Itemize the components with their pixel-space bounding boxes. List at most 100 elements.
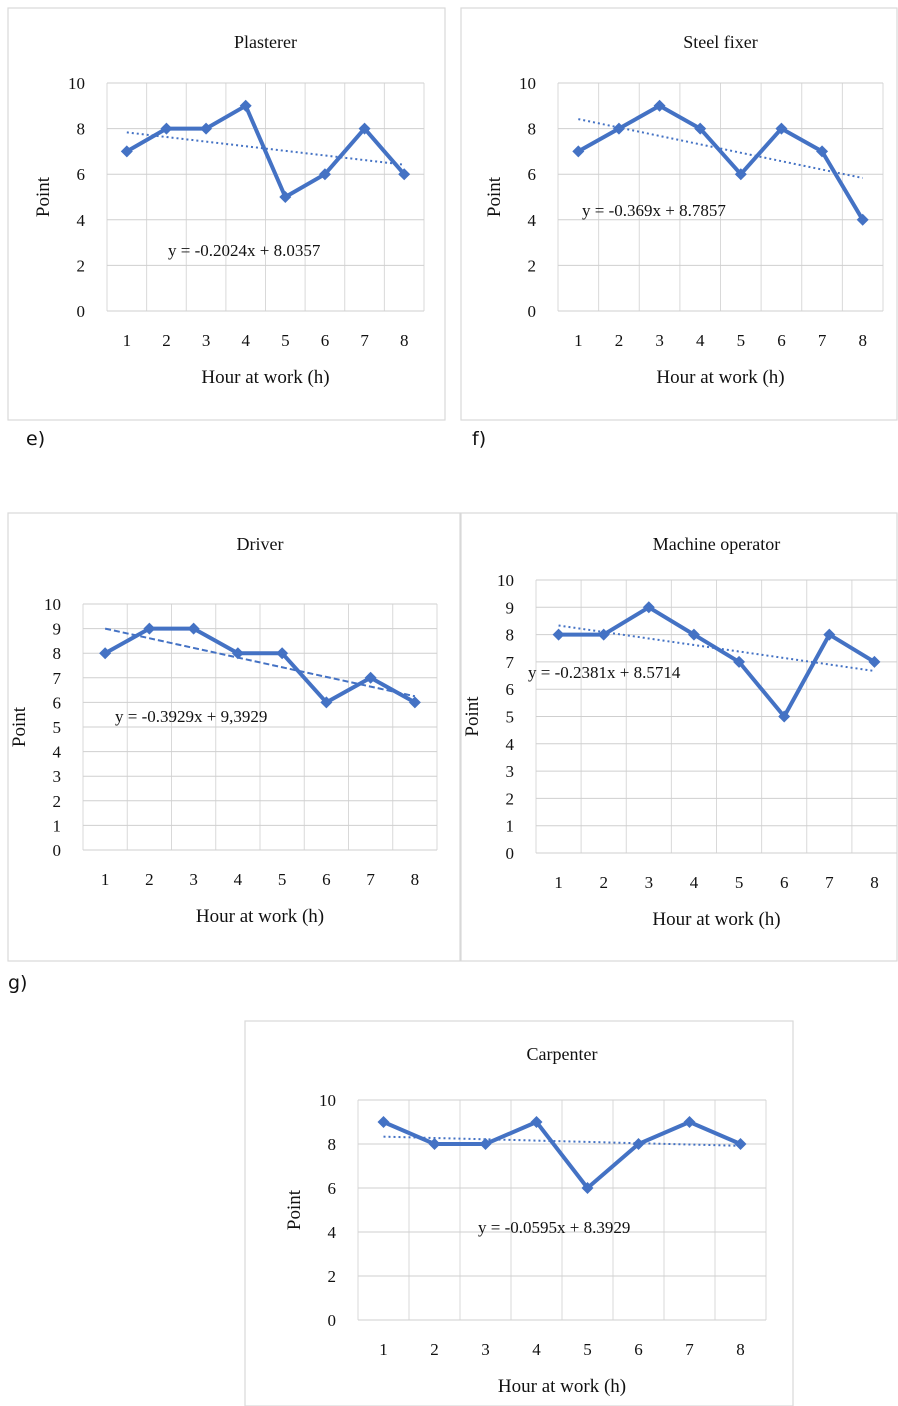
y-tick-label: 8 xyxy=(506,626,515,645)
data-point xyxy=(239,99,252,112)
y-axis-title: Point xyxy=(9,706,30,747)
panel-label-g: g) xyxy=(8,972,28,994)
chart-frame xyxy=(7,512,461,962)
x-tick-label: 6 xyxy=(777,331,786,350)
x-tick-label: 2 xyxy=(615,331,624,350)
x-tick-label: 4 xyxy=(690,873,699,892)
trendline xyxy=(558,624,875,672)
data-point xyxy=(398,168,411,181)
data-point xyxy=(775,122,788,135)
panel-label-e: e) xyxy=(26,428,46,450)
data-point xyxy=(642,601,655,614)
x-tick-label: 3 xyxy=(202,331,211,350)
series-line xyxy=(125,103,406,199)
data-point xyxy=(572,145,585,158)
data-point xyxy=(597,628,610,641)
y-tick-label: 8 xyxy=(53,644,62,663)
x-tick-label: 5 xyxy=(278,870,287,889)
y-tick-label: 10 xyxy=(319,1091,336,1110)
series-line xyxy=(382,1120,742,1190)
x-axis-title: Hour at work (h) xyxy=(196,906,324,927)
series-line xyxy=(558,605,876,719)
x-tick-label: 8 xyxy=(400,331,409,350)
data-point xyxy=(816,145,829,158)
y-tick-label: 0 xyxy=(528,302,537,321)
data-point xyxy=(632,1138,645,1150)
trend-equation: y = -0.3929x + 9,3929 xyxy=(115,707,267,726)
x-tick-label: 7 xyxy=(825,873,834,892)
y-tick-label: 1 xyxy=(506,817,515,836)
x-tick-label: 1 xyxy=(379,1340,388,1359)
y-tick-label: 5 xyxy=(53,718,62,737)
x-axis-title: Hour at work (h) xyxy=(652,909,780,930)
y-tick-label: 9 xyxy=(506,598,515,617)
y-tick-label: 1 xyxy=(53,816,62,835)
x-tick-label: 5 xyxy=(737,331,746,350)
x-axis-title: Hour at work (h) xyxy=(498,1376,626,1397)
y-tick-label: 6 xyxy=(53,693,62,712)
data-point xyxy=(377,1116,390,1128)
trendline xyxy=(104,627,416,698)
x-tick-label: 7 xyxy=(360,331,369,350)
data-point xyxy=(530,1116,543,1128)
x-tick-label: 4 xyxy=(696,331,705,350)
y-tick-label: 3 xyxy=(506,762,515,781)
y-tick-label: 2 xyxy=(77,256,86,275)
chart-frame xyxy=(460,7,898,421)
chart-frame xyxy=(244,1020,794,1406)
data-point xyxy=(318,168,331,181)
y-tick-label: 0 xyxy=(77,302,86,321)
data-point xyxy=(99,647,112,660)
chart-title: Plasterer xyxy=(234,32,297,52)
data-point xyxy=(694,122,707,135)
x-tick-label: 8 xyxy=(858,331,867,350)
x-tick-label: 8 xyxy=(411,870,420,889)
panel-label-f: f) xyxy=(472,428,487,450)
y-tick-label: 6 xyxy=(328,1179,337,1198)
x-tick-label: 5 xyxy=(583,1340,592,1359)
x-tick-label: 2 xyxy=(599,873,608,892)
y-tick-label: 8 xyxy=(77,120,86,139)
x-tick-label: 7 xyxy=(685,1340,694,1359)
chart-frame xyxy=(7,7,446,421)
data-point xyxy=(653,99,666,112)
y-tick-label: 0 xyxy=(328,1311,337,1330)
x-tick-label: 8 xyxy=(870,873,879,892)
x-tick-label: 6 xyxy=(322,870,331,889)
y-tick-label: 2 xyxy=(506,789,515,808)
y-tick-label: 8 xyxy=(328,1135,337,1154)
y-tick-label: 3 xyxy=(53,767,62,786)
y-tick-label: 4 xyxy=(506,735,515,754)
y-tick-label: 4 xyxy=(528,211,537,230)
trend-equation: y = -0.2381x + 8.5714 xyxy=(528,663,681,682)
x-tick-label: 5 xyxy=(281,331,290,350)
x-tick-label: 4 xyxy=(532,1340,541,1359)
data-point xyxy=(683,1116,696,1128)
y-tick-label: 10 xyxy=(44,595,61,614)
y-axis-title: Point xyxy=(33,176,54,217)
trend-equation: y = -0.369x + 8.7857 xyxy=(582,201,726,220)
x-tick-label: 3 xyxy=(645,873,654,892)
x-tick-label: 4 xyxy=(234,870,243,889)
x-tick-label: 2 xyxy=(145,870,154,889)
data-point xyxy=(733,655,746,668)
data-point xyxy=(143,622,156,635)
data-point xyxy=(160,122,173,135)
y-tick-label: 2 xyxy=(328,1267,337,1286)
y-tick-label: 0 xyxy=(53,841,62,860)
y-tick-label: 4 xyxy=(328,1223,337,1242)
chart-title: Driver xyxy=(237,534,284,554)
x-tick-label: 6 xyxy=(321,331,330,350)
y-axis-title: Point xyxy=(284,1189,305,1230)
data-point xyxy=(276,647,289,660)
data-point xyxy=(320,696,333,709)
x-tick-label: 3 xyxy=(189,870,198,889)
data-point xyxy=(734,1138,747,1150)
data-point xyxy=(479,1138,492,1150)
y-tick-label: 4 xyxy=(77,211,86,230)
data-point xyxy=(187,622,200,635)
